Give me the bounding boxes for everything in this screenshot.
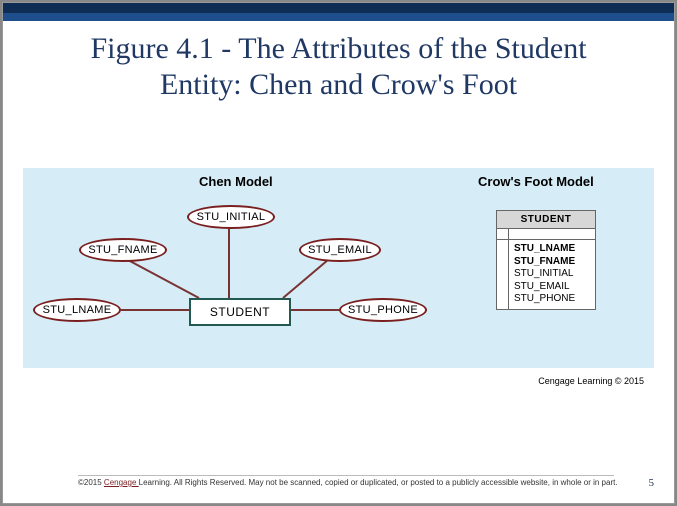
footer-prefix: ©2015 (78, 478, 104, 487)
title-line-1: Figure 4.1 - The Attributes of the Stude… (3, 31, 674, 67)
footer-rest: Learning. All Rights Reserved. May not b… (139, 478, 618, 487)
slide: Figure 4.1 - The Attributes of the Stude… (2, 2, 675, 504)
footer-copyright: ©2015 Cengage Learning. All Rights Reser… (78, 475, 614, 489)
chen-attribute-label: STU_FNAME (88, 244, 157, 256)
chen-entity-box: STUDENT (189, 298, 291, 326)
credit-text: Cengage Learning © 2015 (538, 376, 644, 386)
diagram-panel: Chen Model Crow's Foot Model STUDENT STU… (23, 168, 654, 368)
chen-attribute-oval: STU_EMAIL (299, 238, 381, 262)
chen-attribute-oval: STU_INITIAL (187, 205, 275, 229)
slide-title: Figure 4.1 - The Attributes of the Stude… (3, 31, 674, 103)
decor-bar-1 (3, 3, 674, 13)
chen-entity-label: STUDENT (210, 305, 270, 319)
crow-key-column (497, 240, 509, 309)
chen-attribute-label: STU_INITIAL (197, 211, 266, 223)
chen-attribute-oval: STU_PHONE (339, 298, 427, 322)
chen-attribute-label: STU_PHONE (348, 304, 418, 316)
title-line-2: Entity: Chen and Crow's Foot (3, 67, 674, 103)
chen-heading: Chen Model (199, 174, 273, 189)
chen-attribute-oval: STU_LNAME (33, 298, 121, 322)
chen-attribute-label: STU_EMAIL (308, 244, 372, 256)
crow-attr-list: STU_LNAMESTU_FNAMESTU_INITIALSTU_EMAILST… (509, 240, 595, 309)
crow-heading: Crow's Foot Model (478, 174, 594, 189)
chen-attribute-oval: STU_FNAME (79, 238, 167, 262)
crow-attribute: STU_INITIAL (514, 268, 590, 281)
crow-entity-name: STUDENT (497, 211, 595, 229)
footer-link: Cengage (104, 478, 139, 487)
crow-attribute: STU_FNAME (514, 256, 590, 269)
crow-blank-row (497, 229, 595, 240)
crow-attribute: STU_LNAME (514, 243, 590, 256)
page-number: 5 (649, 477, 655, 489)
crow-table: STUDENT STU_LNAMESTU_FNAMESTU_INITIALSTU… (496, 210, 596, 310)
chen-attribute-label: STU_LNAME (43, 304, 112, 316)
crow-attribute: STU_PHONE (514, 293, 590, 306)
decor-bar-2 (3, 13, 674, 21)
crow-attribute: STU_EMAIL (514, 281, 590, 294)
